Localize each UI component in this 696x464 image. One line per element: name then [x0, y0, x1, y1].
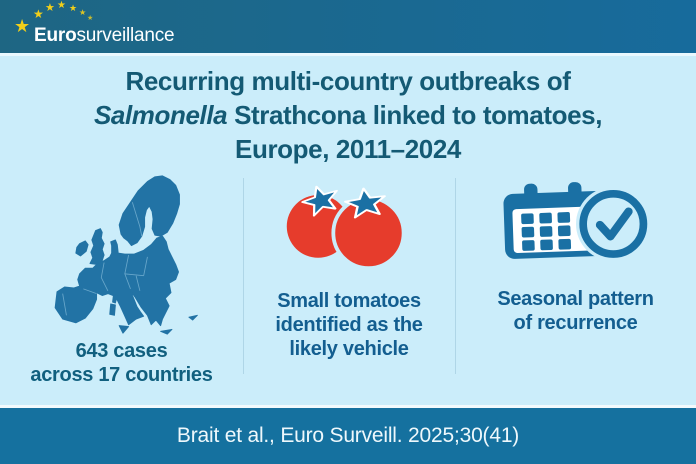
caption-line: Seasonal pattern	[497, 288, 654, 310]
species-name: Salmonella	[93, 100, 228, 130]
column-divider	[455, 178, 456, 374]
vehicle-caption: Small tomatoes identified as the likely …	[275, 289, 422, 361]
footer-divider	[0, 405, 696, 408]
logo-word-rest: surveillance	[76, 25, 175, 46]
eu-star-icon: ★	[14, 16, 31, 36]
eu-star-icon: ★	[79, 8, 87, 17]
seasonality-caption: Seasonal pattern of recurrence	[497, 287, 654, 335]
eurosurveillance-logo: ★ ★ ★ ★ ★ ★ ★ Eurosurveillance	[0, 0, 220, 53]
calendar-check-icon	[502, 182, 651, 262]
caption-line: likely vehicle	[289, 338, 409, 360]
eu-star-icon: ★	[33, 7, 44, 21]
eu-star-icon: ★	[69, 3, 78, 13]
europe-map-icon	[54, 175, 198, 335]
eu-star-icon: ★	[87, 15, 94, 22]
caption-line: 643 cases	[75, 340, 168, 362]
column-divider	[243, 178, 244, 374]
tomatoes-icon	[286, 185, 406, 271]
logo-wordmark: Eurosurveillance	[34, 25, 175, 47]
caption-line: identified as the	[275, 314, 423, 336]
title-line-2: Salmonella Strathcona linked to tomatoes…	[0, 98, 696, 132]
header-divider	[0, 53, 696, 56]
caption-line: of recurrence	[513, 312, 638, 334]
title-line-2-rest: Strathcona linked to tomatoes,	[227, 100, 603, 130]
cases-column: 643 cases across 17 countries	[0, 174, 243, 394]
title-line-3: Europe, 2011–2024	[235, 134, 461, 164]
citation-text: Brait et al., Euro Surveill. 2025;30(41)	[176, 424, 520, 447]
seasonality-column: Seasonal pattern of recurrence	[455, 174, 696, 394]
vehicle-column: Small tomatoes identified as the likely …	[243, 174, 455, 394]
caption-line: across 17 countries	[30, 364, 213, 386]
title-line-1: Recurring multi-country outbreaks of	[125, 66, 571, 96]
eu-star-icon: ★	[57, 0, 66, 11]
logo-word-bold: Euro	[34, 25, 77, 46]
page-title: Recurring multi-country outbreaks of Sal…	[0, 56, 696, 166]
cases-caption: 643 cases across 17 countries	[30, 339, 212, 387]
footer-bar: Brait et al., Euro Surveill. 2025;30(41)	[0, 408, 696, 464]
eu-star-icon: ★	[45, 2, 55, 14]
caption-line: Small tomatoes	[277, 290, 421, 312]
key-findings-row: 643 cases across 17 countries	[0, 174, 696, 394]
header-bar: ★ ★ ★ ★ ★ ★ ★ Eurosurveillance	[0, 0, 696, 53]
